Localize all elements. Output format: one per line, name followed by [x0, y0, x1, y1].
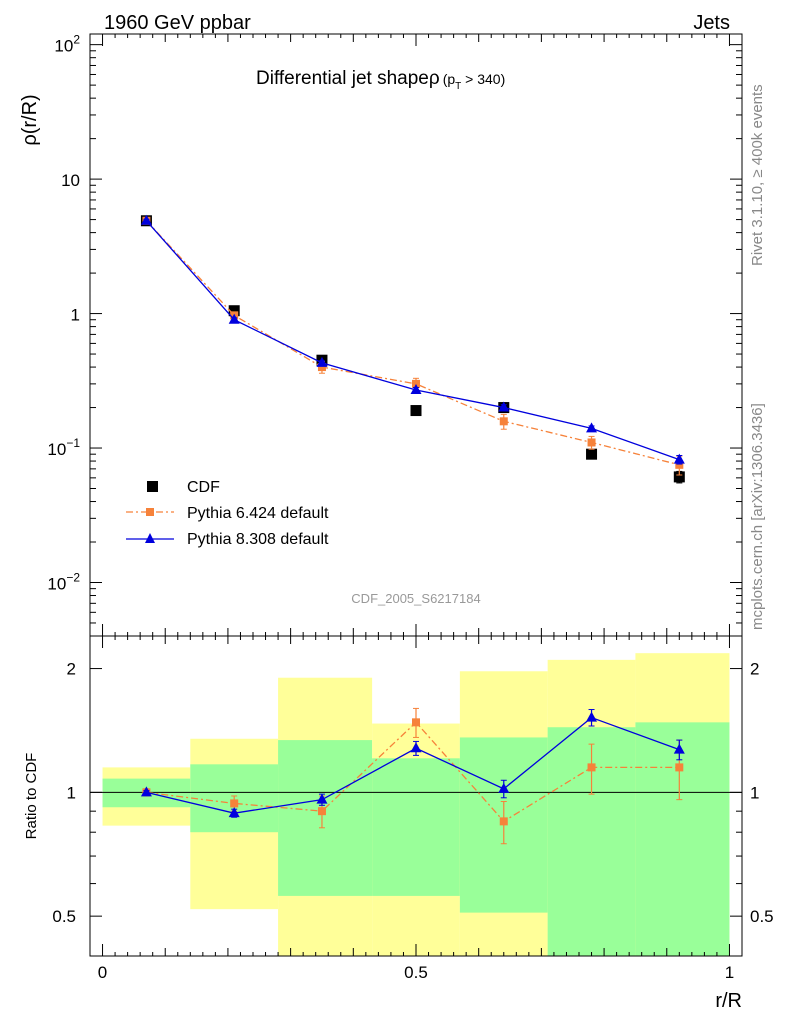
pythia6-point	[675, 460, 684, 469]
main-tick-labels: 10−2 10−1 1 10 102	[47, 33, 80, 594]
pythia8-point	[228, 313, 240, 324]
chart-title: Differential jet shapeρ (pT > 340)	[256, 68, 505, 92]
ratio-y-tick-label-right: 2	[750, 660, 759, 679]
ratio-y-tick-label-right: 1	[750, 783, 759, 802]
pythia6-point	[412, 379, 420, 388]
legend-label-cdf: CDF	[187, 479, 220, 496]
pythia6-line	[145, 220, 680, 466]
ratio-band-inner	[372, 758, 460, 896]
pythia6-point	[499, 417, 508, 426]
y-tick-label: 10	[61, 171, 80, 190]
cdf-point	[673, 471, 685, 483]
process-label: Jets	[693, 12, 730, 34]
rivet-version-label: Rivet 3.1.10, ≥ 400k events	[749, 84, 766, 266]
beam-label: 1960 GeV ppbar	[104, 12, 251, 34]
pythia8-point	[410, 384, 422, 395]
legend-marker-pythia8	[145, 533, 155, 543]
main-ticks	[90, 34, 742, 637]
legend: CDF Pythia 6.424 default Pythia 8.308 de…	[126, 479, 329, 548]
x-tick-label: 1	[725, 963, 734, 982]
pythia8-line	[145, 220, 680, 461]
cdf-point	[410, 405, 422, 417]
ratio-pythia6-point	[499, 817, 508, 826]
ratio-bands	[102, 653, 730, 956]
main-series	[140, 214, 685, 484]
legend-label-pythia6: Pythia 6.424 default	[187, 505, 329, 522]
ratio-pythia6-point	[230, 799, 239, 808]
ratio-pythia8-point	[586, 711, 598, 722]
ratio-y-tick-label: 2	[67, 660, 76, 679]
pythia8-point	[316, 356, 328, 367]
ratio-y-tick-label: 1	[67, 783, 76, 802]
main-panel: 10−2 10−1 1 10 102 ρ(r/R) Differential j…	[19, 33, 743, 637]
ratio-y-tick-label-right: 0.5	[750, 907, 774, 926]
y-axis-label: ρ(r/R)	[19, 94, 41, 145]
x-tick-label: 0	[98, 963, 107, 982]
ratio-ticks	[90, 636, 742, 957]
legend-marker-cdf	[147, 481, 158, 492]
ratio-tick-labels: 0.5 1 2 0.5 1 2 0 0.5 1	[52, 660, 773, 982]
ratio-band-inner	[635, 722, 730, 956]
analysis-id-label: CDF_2005_S6217184	[351, 591, 480, 606]
legend-marker-pythia6	[146, 508, 154, 516]
ratio-pythia8-point	[228, 807, 240, 818]
pythia8-point	[140, 214, 152, 225]
ratio-pythia8-point	[316, 793, 328, 804]
y-tick-label: 10−1	[47, 436, 80, 459]
ratio-pythia6-point	[412, 718, 420, 727]
pythia8-point	[498, 401, 510, 412]
ratio-pythia6-point	[587, 763, 596, 772]
y-tick-label: 10−2	[47, 570, 80, 593]
ratio-y-axis-label: Ratio to CDF	[23, 753, 40, 840]
ratio-y-tick-label: 0.5	[52, 907, 76, 926]
ratio-pythia6-point	[675, 763, 684, 772]
ratio-series	[140, 707, 685, 845]
ratio-pythia8-point	[498, 782, 510, 793]
y-tick-label: 102	[54, 33, 80, 56]
cdf-point	[586, 448, 598, 460]
pythia6-point	[587, 438, 596, 447]
pythia8-point	[673, 453, 685, 464]
pythia8-point	[586, 422, 598, 433]
ratio-pythia6-point	[317, 807, 326, 816]
ratio-pythia8-point	[673, 743, 685, 754]
y-tick-label: 1	[71, 306, 80, 325]
x-axis-label: r/R	[715, 990, 742, 1012]
legend-label-pythia8: Pythia 8.308 default	[187, 531, 329, 548]
ratio-panel: 0.5 1 2 0.5 1 2 0 0.5 1 Ratio to CDF r/R	[23, 635, 774, 1012]
mcplots-site-label: mcplots.cern.ch [arXiv:1306.3436]	[749, 403, 766, 630]
x-tick-label: 0.5	[404, 963, 428, 982]
ratio-pythia8-point	[410, 742, 422, 753]
cdf-point	[228, 305, 240, 317]
ratio-pythia8-point	[140, 786, 152, 797]
pythia6-point	[317, 363, 326, 372]
ratio-band-inner	[278, 740, 373, 896]
